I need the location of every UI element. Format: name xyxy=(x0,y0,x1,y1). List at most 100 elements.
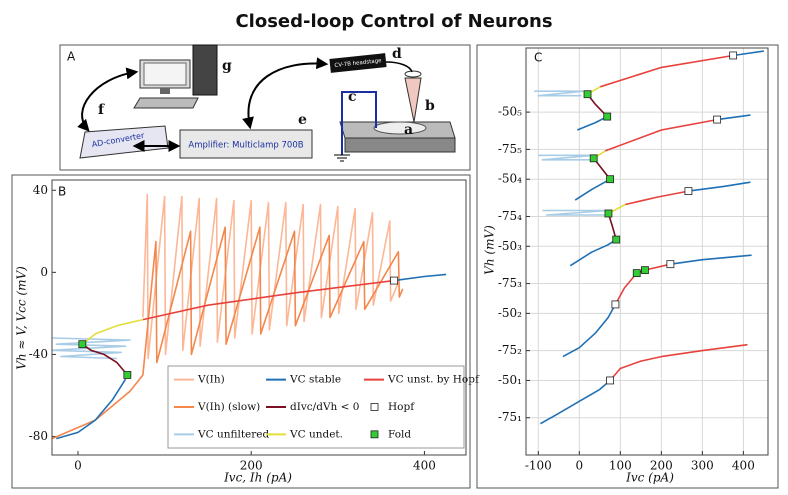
plot-area xyxy=(534,50,765,425)
series-line xyxy=(599,54,748,382)
y-tick-label: 0 xyxy=(40,265,48,279)
panel-label: B xyxy=(58,185,66,199)
legend-marker xyxy=(370,403,379,411)
marker xyxy=(641,266,649,275)
marker xyxy=(666,260,675,269)
headstage-label: CV-7B headstage xyxy=(334,58,382,69)
letter: e xyxy=(298,112,307,128)
marker xyxy=(390,276,399,285)
marker xyxy=(604,209,613,218)
series-line xyxy=(52,226,404,440)
y-tick-label: -75₂ xyxy=(498,343,522,357)
figure-title: Closed-loop Control of Neurons xyxy=(235,11,552,32)
y-tick-label: -50₃ xyxy=(498,239,522,253)
legend-label: VC unfiltered xyxy=(197,428,270,440)
legend-label: VC unst. by Hopf xyxy=(387,374,480,386)
x-axis-label: Ivc, Ih (pA) xyxy=(223,471,292,485)
panel-frame xyxy=(476,44,779,489)
y-tick-label: -75₃ xyxy=(498,276,522,290)
panel-frame xyxy=(11,174,471,489)
y-tick-label: -75₁ xyxy=(498,410,522,424)
marker xyxy=(603,112,612,121)
legend-label: VC stable xyxy=(289,374,341,386)
series-line xyxy=(52,337,131,360)
ground-symbol xyxy=(334,154,350,162)
y-tick-label: -50₁ xyxy=(498,373,522,387)
amplifier-headstage-arrow xyxy=(242,57,329,130)
marker xyxy=(729,51,738,60)
x-tick-label: 200 xyxy=(650,459,673,473)
y-tick-label: -75₅ xyxy=(498,142,522,156)
computer-ad-arrow xyxy=(77,67,139,132)
x-tick-label: 200 xyxy=(240,459,263,473)
marker xyxy=(713,115,722,124)
legend-box xyxy=(167,365,465,449)
series-line xyxy=(586,93,646,274)
screen xyxy=(143,62,187,86)
y-tick-label: -50₅ xyxy=(498,105,522,119)
marker xyxy=(684,187,693,196)
keyboard xyxy=(133,97,199,109)
x-tick-label: 400 xyxy=(413,459,436,473)
x-tick-label: 0 xyxy=(576,459,584,473)
marker xyxy=(612,235,621,244)
marker xyxy=(632,269,641,278)
x-tick-label: 100 xyxy=(609,459,632,473)
panel-label: A xyxy=(67,50,76,64)
marker xyxy=(123,371,132,379)
legend-label: Hopf xyxy=(388,401,415,413)
legend-label: dIvc/dVh < 0 xyxy=(290,401,359,413)
x-axis-label: Ivc (pA) xyxy=(625,471,674,485)
amplifier-label: Amplifier: Multiclamp 700B xyxy=(188,141,303,151)
setup-diagram: A AD-converter Amplifier: Multiclamp 700… xyxy=(59,44,471,171)
x-tick-label: 0 xyxy=(74,459,82,473)
series-line xyxy=(540,50,765,425)
y-tick-label: -40 xyxy=(29,347,48,361)
y-tick-label: 40 xyxy=(33,183,48,197)
marker xyxy=(589,154,598,163)
letter: g xyxy=(222,58,232,74)
series-line xyxy=(81,318,144,345)
plot-area xyxy=(52,193,447,440)
letter: f xyxy=(98,102,105,118)
letter: c xyxy=(348,89,357,105)
headstage-cable xyxy=(385,61,413,73)
stage-side xyxy=(344,137,456,153)
legend-label: V(Ih) (slow) xyxy=(197,401,260,413)
plot-frame xyxy=(51,179,467,456)
y-tick-label: -75₄ xyxy=(498,209,522,223)
marker xyxy=(606,376,614,385)
letter: d xyxy=(392,46,402,62)
headstage-box xyxy=(329,53,387,73)
electrode xyxy=(404,77,422,123)
y-tick-label: -80 xyxy=(29,429,48,443)
letter: b xyxy=(425,98,435,114)
marker xyxy=(78,340,87,349)
x-tick-label: 300 xyxy=(691,459,714,473)
amplifier-box xyxy=(179,129,313,159)
x-tick-label: 400 xyxy=(732,459,755,473)
computer-tower xyxy=(192,44,218,96)
marker xyxy=(583,90,592,99)
marker xyxy=(606,175,614,184)
y-axis-label: Vh (mV) xyxy=(483,225,497,275)
ground-wire xyxy=(341,91,377,155)
panel-label: C xyxy=(534,51,542,65)
panel-frame xyxy=(59,44,471,171)
series-line xyxy=(142,279,395,321)
dish xyxy=(373,121,427,135)
electrode-top xyxy=(404,70,422,78)
y-axis-label: Vh ≈ V, Vcc (mV) xyxy=(15,266,29,370)
y-tick-label: -50₄ xyxy=(498,172,522,186)
legend-label: VC undet. xyxy=(289,428,343,440)
plot-frame xyxy=(525,47,769,456)
series-line xyxy=(81,343,129,376)
series-line xyxy=(534,90,609,216)
series-line xyxy=(56,273,447,440)
series-line xyxy=(142,193,400,360)
x-tick-label: -100 xyxy=(525,459,552,473)
legend-label: V(Ih) xyxy=(197,374,225,386)
y-tick-label: -50₂ xyxy=(498,306,522,320)
monitor-stand xyxy=(160,88,170,94)
